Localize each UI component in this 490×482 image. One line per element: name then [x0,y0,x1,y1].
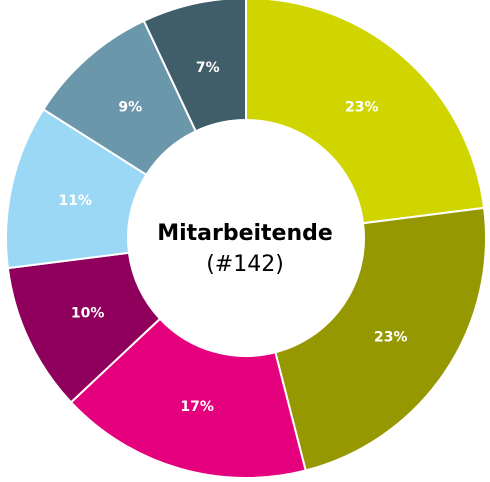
slice-label-4: 11% [58,193,92,209]
center-title: Mitarbeitende [157,221,333,246]
slice-0 [245,0,486,225]
slice-label-0: 23% [345,100,379,116]
slice-2 [69,317,307,479]
slice-labels-group: 23% 23% 17% 10% 11% 9% 7% [58,60,407,415]
slice-label-2: 17% [180,399,214,415]
slice-label-6: 7% [196,60,220,76]
slice-label-3: 10% [71,306,105,322]
slices-group [5,0,487,479]
slice-1 [274,206,487,472]
center-subtitle: (#142) [206,252,284,277]
slice-6 [142,0,247,133]
slice-label-1: 23% [374,329,408,345]
slice-label-5: 9% [118,100,142,116]
